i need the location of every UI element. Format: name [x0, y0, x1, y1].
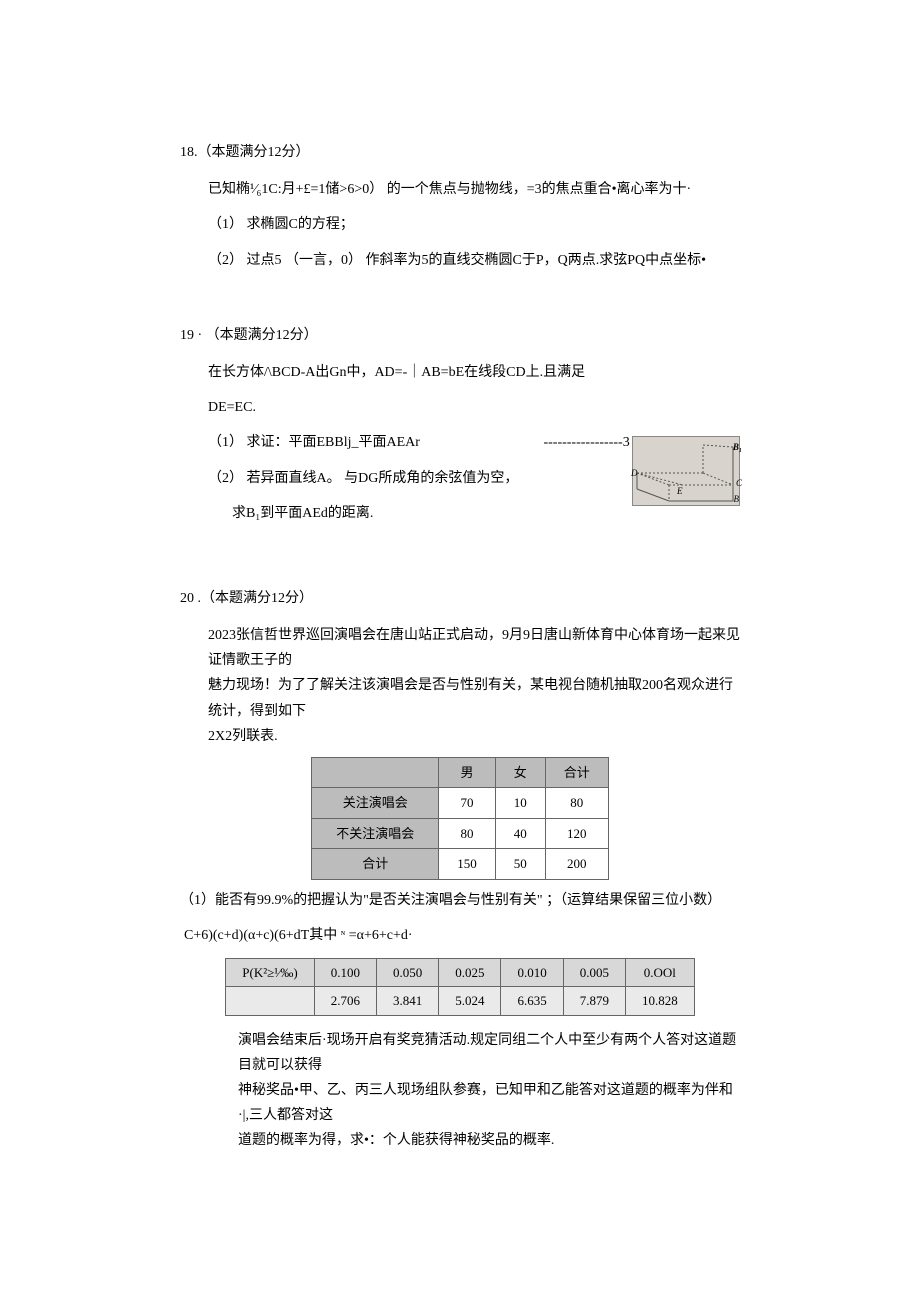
ct-h2: 女 [495, 758, 545, 788]
pk-h3: 0.025 [439, 958, 501, 986]
pk-v4: 6.635 [501, 987, 563, 1015]
pk-h1: 0.100 [314, 958, 376, 986]
ct-r0c0: 关注演唱会 [312, 788, 439, 818]
pk-v6: 10.828 [625, 987, 694, 1015]
ct-h0 [312, 758, 439, 788]
problem-20-sub1: （1）能否有99.9%的把握认为"是否关注演唱会与性别有关" ；（运算结果保留三… [180, 888, 740, 913]
pk-h4: 0.010 [501, 958, 563, 986]
problem-19-left: （1） 求证：平面EBBlj_平面AEAr -----------------3… [208, 430, 632, 536]
diagram-label-b1: B₁ [733, 439, 742, 455]
ct-row-0: 关注演唱会 70 10 80 [312, 788, 609, 818]
ct-r0c2: 10 [495, 788, 545, 818]
problem-18-line1: 已知椭¹⁄₆1C:月+£=1储>6>0） 的一个焦点与抛物线，=3的焦点重合•离… [208, 177, 740, 202]
problem-19-dashes: -----------------3 [543, 430, 629, 455]
problem-19-line2: DE=EC. [208, 395, 740, 420]
pk-v1: 2.706 [314, 987, 376, 1015]
ct-r0c1: 70 [439, 788, 496, 818]
problem-19: 19 · （本题满分12分） 在长方体/\BCD-A出Gn中，AD=-｜AB=b… [180, 323, 740, 536]
diagram-label-c: C [736, 475, 742, 491]
pk-v3: 5.024 [439, 987, 501, 1015]
problem-19-flex: （1） 求证：平面EBBlj_平面AEAr -----------------3… [208, 430, 740, 536]
pk-table: P(K²≥¹⁄‰) 0.100 0.050 0.025 0.010 0.005 … [225, 958, 694, 1016]
ct-r2c3: 200 [545, 849, 608, 879]
problem-20-after3: 道题的概率为得，求•：个人能获得神秘奖品的概率. [238, 1128, 740, 1153]
cuboid-diagram: D B₁ E C B [632, 436, 740, 506]
pk-v2: 3.841 [376, 987, 438, 1015]
contingency-table: 男 女 合计 关注演唱会 70 10 80 不关注演唱会 80 40 120 合… [311, 757, 609, 880]
problem-20-intro1: 2023张信哲世界巡回演唱会在唐山站正式启动，9月9日唐山新体育中心体育场一起来… [208, 623, 740, 673]
problem-20-after1: 演唱会结束后·现场开启有奖竞猜活动.规定同组二个人中至少有两个人答对这道题目就可… [238, 1028, 740, 1078]
problem-20-formula: C+6)(c+d)(α+c)(6+dT其中 ᶰ =α+6+c+d· [184, 923, 740, 948]
pk-h6: 0.OOl [625, 958, 694, 986]
problem-19-body: 在长方体/\BCD-A出Gn中，AD=-｜AB=bE在线段CD上.且满足 DE=… [180, 360, 740, 536]
cuboid-svg [633, 437, 741, 507]
ct-r2c2: 50 [495, 849, 545, 879]
problem-18-sub1: （1） 求椭圆C的方程； [208, 212, 740, 237]
pk-h2: 0.050 [376, 958, 438, 986]
problem-19-sub2: （2） 若异面直线A。 与DG所成角的余弦值为空， [208, 466, 632, 491]
ct-r1c2: 40 [495, 818, 545, 848]
problem-20-intro: 2023张信哲世界巡回演唱会在唐山站正式启动，9月9日唐山新体育中心体育场一起来… [180, 623, 740, 749]
pk-val-row: 2.706 3.841 5.024 6.635 7.879 10.828 [226, 987, 694, 1015]
ct-h1: 男 [439, 758, 496, 788]
pk-v5: 7.879 [563, 987, 625, 1015]
diagram-label-e: E [677, 483, 683, 499]
diagram-label-d: D [631, 465, 638, 481]
diagram-label-b: B [734, 491, 740, 507]
problem-20-intro3: 2X2列联表. [208, 724, 740, 749]
problem-20: 20 .（本题满分12分） 2023张信哲世界巡回演唱会在唐山站正式启动，9月9… [180, 586, 740, 1154]
pk-h5: 0.005 [563, 958, 625, 986]
ct-r1c0: 不关注演唱会 [312, 818, 439, 848]
problem-18-sub2: （2） 过点5 （一言，0） 作斜率为5的直线交椭圆C于P，Q两点.求弦PQ中点… [208, 248, 740, 273]
problem-20-header: 20 .（本题满分12分） [180, 586, 740, 611]
problem-19-sub1: （1） 求证：平面EBBlj_平面AEAr -----------------3 [208, 430, 632, 455]
problem-19-sub1-text: （1） 求证：平面EBBlj_平面AEAr [208, 435, 420, 450]
problem-19-header: 19 · （本题满分12分） [180, 323, 740, 348]
ct-r0c3: 80 [545, 788, 608, 818]
ct-row-1: 不关注演唱会 80 40 120 [312, 818, 609, 848]
problem-19-line1: 在长方体/\BCD-A出Gn中，AD=-｜AB=bE在线段CD上.且满足 [208, 360, 740, 385]
pk-v0 [226, 987, 314, 1015]
problem-19-sub2b: 求B₁到平面AEd的距离. [208, 501, 632, 526]
ct-r1c1: 80 [439, 818, 496, 848]
ct-r1c3: 120 [545, 818, 608, 848]
problem-20-after2: 神秘奖品•甲、乙、丙三人现场组队参赛，已知甲和乙能答对这道题的概率为伴和·|,三… [238, 1078, 740, 1128]
problem-18-body: 已知椭¹⁄₆1C:月+£=1储>6>0） 的一个焦点与抛物线，=3的焦点重合•离… [180, 177, 740, 273]
pk-head-row: P(K²≥¹⁄‰) 0.100 0.050 0.025 0.010 0.005 … [226, 958, 694, 986]
ct-row-2: 合计 150 50 200 [312, 849, 609, 879]
ct-h3: 合计 [545, 758, 608, 788]
ct-r2c0: 合计 [312, 849, 439, 879]
problem-20-intro2: 魅力现场！为了了解关注该演唱会是否与性别有关，某电视台随机抽取200名观众进行统… [208, 673, 740, 723]
problem-18-header: 18.（本题满分12分） [180, 140, 740, 165]
ct-r2c1: 150 [439, 849, 496, 879]
pk-h0: P(K²≥¹⁄‰) [226, 958, 314, 986]
problem-18: 18.（本题满分12分） 已知椭¹⁄₆1C:月+£=1储>6>0） 的一个焦点与… [180, 140, 740, 273]
problem-20-after: 演唱会结束后·现场开启有奖竞猜活动.规定同组二个人中至少有两个人答对这道题目就可… [180, 1028, 740, 1154]
ct-header-row: 男 女 合计 [312, 758, 609, 788]
